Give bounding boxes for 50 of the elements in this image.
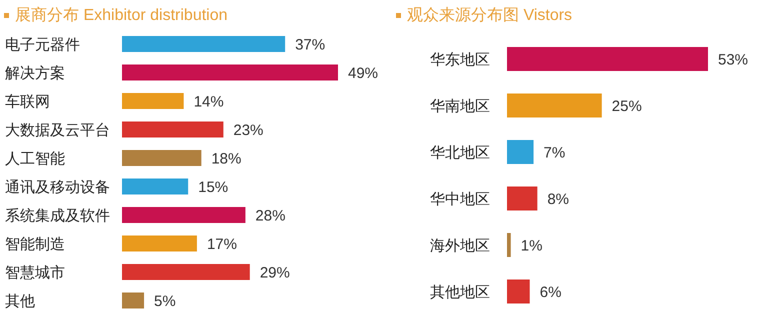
data-label: 49% — [348, 64, 378, 82]
data-label: 8% — [547, 190, 570, 208]
data-label: 53% — [718, 51, 748, 68]
data-label: 17% — [206, 236, 237, 253]
y-tick-label: 其他地区 — [430, 284, 490, 301]
y-tick-label: 大数据及云平台 — [5, 122, 110, 139]
data-label: 5% — [154, 292, 176, 310]
bar — [122, 122, 224, 138]
data-label: 18% — [211, 150, 242, 168]
chart-title: 展商分布 Exhibitor distribution — [15, 6, 228, 26]
data-label: 23% — [233, 122, 264, 139]
y-tick-label: 智慧城市 — [5, 264, 65, 282]
y-tick-label: 人工智能 — [5, 150, 65, 168]
y-tick-label: 华南地区 — [430, 98, 490, 115]
bar — [122, 207, 246, 223]
bar — [122, 264, 250, 280]
bar — [507, 280, 530, 304]
data-label: 14% — [194, 93, 224, 110]
y-tick-label: 海外地区 — [430, 237, 490, 254]
bar — [122, 236, 197, 252]
y-tick-label: 华北地区 — [430, 144, 490, 162]
bar — [507, 233, 511, 257]
data-label: 15% — [198, 178, 228, 196]
y-tick-label: 系统集成及软件 — [5, 207, 110, 224]
bar — [507, 94, 602, 118]
y-tick-label: 通讯及移动设备 — [5, 178, 110, 196]
y-tick-label: 解决方案 — [5, 64, 65, 82]
data-label: 37% — [295, 36, 326, 54]
bar — [122, 150, 202, 166]
y-tick-label: 华中地区 — [430, 190, 490, 208]
chart-title: 观众来源分布图 Vistors — [407, 6, 572, 26]
data-label: 28% — [255, 207, 286, 224]
bar — [122, 36, 286, 52]
data-label: 29% — [260, 264, 290, 282]
bar — [507, 140, 534, 164]
data-label: 25% — [612, 98, 642, 115]
y-tick-label: 车联网 — [5, 93, 50, 110]
data-label: 7% — [544, 144, 566, 162]
data-label: 6% — [540, 284, 562, 301]
bar — [122, 64, 338, 80]
bar — [507, 47, 708, 71]
bar — [122, 178, 188, 194]
y-tick-label: 智能制造 — [5, 236, 65, 253]
y-tick-label: 电子元器件 — [5, 36, 80, 54]
bar — [122, 292, 144, 308]
bar — [122, 93, 184, 109]
y-tick-label: 其他 — [5, 292, 35, 310]
y-tick-label: 华东地区 — [430, 51, 490, 68]
data-label: 1% — [520, 237, 542, 254]
bar — [507, 186, 538, 210]
